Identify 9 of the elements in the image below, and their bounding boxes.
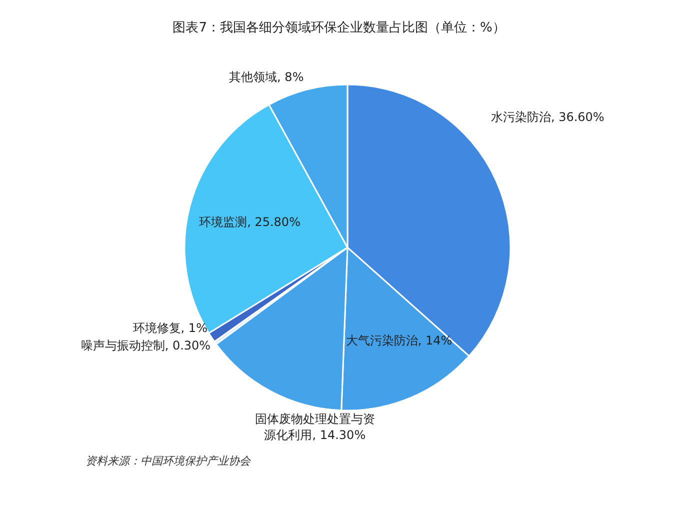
slice-label: 其他领域, 8% [229,70,304,84]
slice-label: 环境修复, 1% [132,321,208,336]
slice-label: 环境监测, 25.80% [199,214,300,229]
chart-title: 图表7：我国各细分领域环保企业数量占比图（单位：%） [172,20,506,36]
slice-label: 噪声与振动控制, 0.30% [80,338,211,352]
text: 资料来源：中国环境保护产业协会 [86,454,252,468]
slice-label: 固体废物处理处置与资源化利用, 14.30% [254,412,375,442]
slice-label: 大气污染防治, 14% [346,334,452,348]
slice-label: 水污染防治, 36.60% [490,110,604,124]
